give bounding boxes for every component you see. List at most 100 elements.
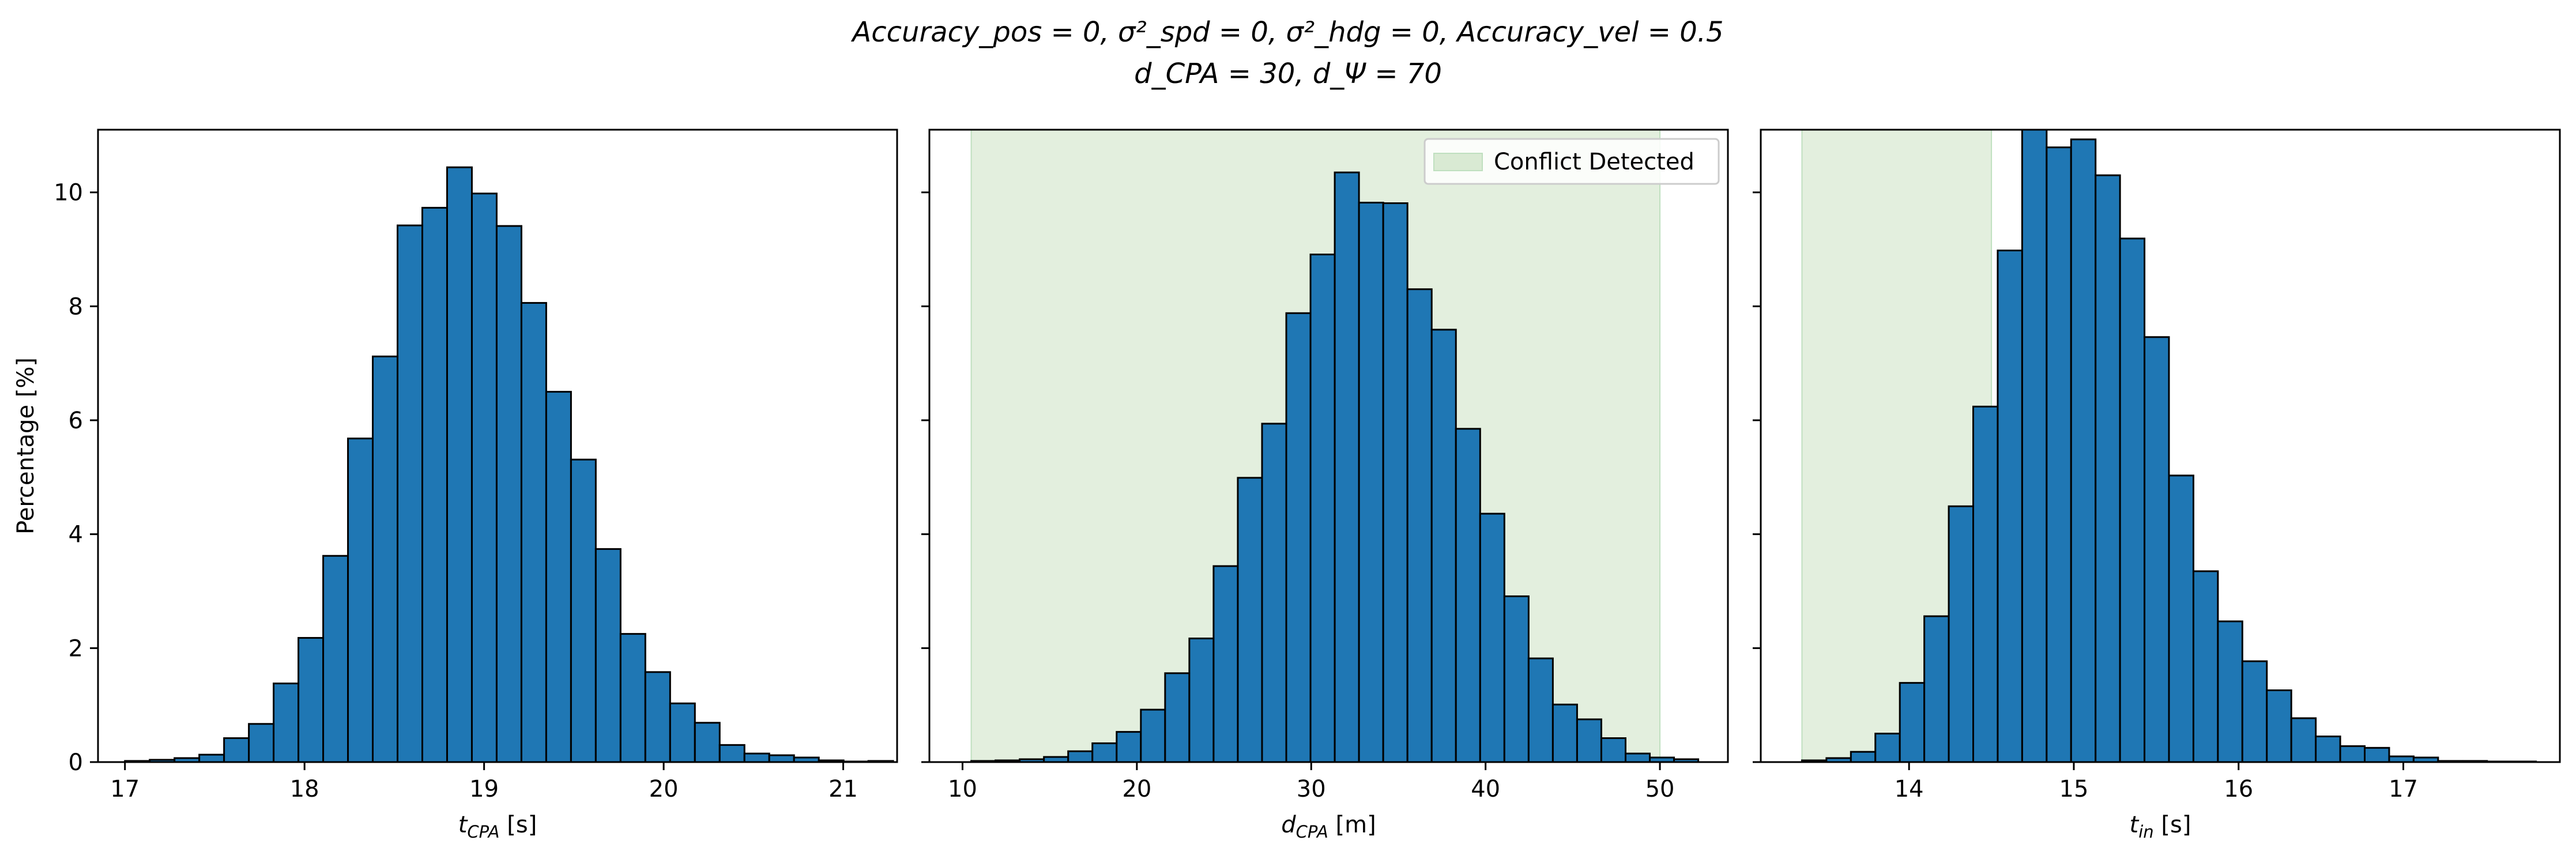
- panel-2-bar: [1455, 428, 1481, 762]
- panel-2-x-tick-label: 40: [1471, 776, 1500, 802]
- panel-2-frame: [928, 129, 1729, 763]
- panel-3-bar: [2364, 747, 2390, 762]
- panel-2-bar: [1309, 253, 1336, 762]
- panel-1-x-tick-label: 20: [649, 776, 679, 802]
- panel-3-x-tick-label: 14: [1895, 776, 1924, 802]
- panel-2-bar: [1237, 477, 1263, 762]
- panel-1-x-tick-label: 19: [469, 776, 499, 802]
- panel-3-bar: [2339, 745, 2366, 762]
- panel-2-x-tick-label: 50: [1645, 776, 1675, 802]
- panel-2-bar: [1406, 288, 1433, 762]
- panel-1-bar: [446, 166, 473, 762]
- figure-title-line2: d_CPA = 30, d_Ψ = 70: [1134, 58, 1442, 90]
- panel-2-x-tick-label: 10: [948, 776, 977, 802]
- panel-1-x-tick-label: 17: [110, 776, 140, 802]
- panel-2-bar: [1188, 638, 1215, 762]
- panel-1-bar: [718, 744, 745, 762]
- panel-1-bar: [520, 301, 547, 762]
- panel-3-bar: [2095, 174, 2121, 762]
- panel-1-y-tick-label: 8: [69, 293, 83, 320]
- legend-label: Conflict Detected: [1494, 149, 1694, 175]
- panel-3-x-tick-label: 15: [2059, 776, 2089, 802]
- panel-1-y-tick-label: 2: [69, 635, 83, 662]
- panel-2-bar: [1624, 752, 1651, 762]
- panel-3-bar: [2241, 660, 2268, 762]
- panel-2-bar: [1067, 750, 1094, 762]
- panel-2-bar: [1116, 731, 1142, 762]
- panel-3-bar: [2192, 570, 2219, 762]
- panel-3-bar: [2070, 138, 2097, 762]
- legend-box: [1423, 138, 1720, 185]
- figure-title-line1: Accuracy_pos = 0, σ²_spd = 0, σ²_hdg = 0…: [852, 16, 1724, 48]
- panel-1-bar: [198, 753, 225, 762]
- panel-2-x-axis-label: dCPA [m]: [1281, 812, 1376, 842]
- panel-1-bar: [545, 391, 572, 762]
- panel-2-bar: [1140, 708, 1166, 762]
- panel-2-bar: [1576, 718, 1602, 762]
- panel-2-bar: [1551, 703, 1578, 762]
- panel-3-bar: [1899, 682, 1926, 762]
- panel-1-x-axis-label: tCPA [s]: [458, 812, 537, 842]
- panel-3-frame: [1760, 129, 2561, 763]
- panel-1-bar: [495, 225, 522, 762]
- panel-2-bar: [1382, 202, 1408, 762]
- panel-3-bar: [2046, 146, 2072, 762]
- panel-1-bar: [619, 633, 646, 762]
- panel-3-bar: [1948, 505, 1975, 762]
- panel-1-bar: [397, 224, 423, 762]
- panel-2-bar: [1527, 657, 1554, 762]
- panel-3-bar: [1850, 751, 1877, 762]
- panel-1-y-tick-label: 6: [69, 408, 83, 434]
- panel-1-y-tick-label: 0: [69, 749, 83, 776]
- panel-2-bar: [1600, 737, 1626, 762]
- panel-2-bar: [1261, 423, 1287, 762]
- panel-1-bar: [372, 355, 399, 762]
- panel-3-bar: [2021, 130, 2048, 762]
- panel-3-bar: [1923, 615, 1950, 762]
- panel-2-x-tick-label: 20: [1122, 776, 1151, 802]
- panel-1-y-tick-label: 4: [69, 522, 83, 548]
- panel-1-bar: [223, 737, 250, 762]
- panel-3-bar: [1874, 733, 1901, 762]
- panel-1-bar: [297, 637, 325, 762]
- panel-1-bar: [470, 193, 498, 762]
- panel-1-x-tick-label: 18: [290, 776, 319, 802]
- panel-1-x-tick-label: 21: [828, 776, 858, 802]
- panel-1-bar: [743, 752, 770, 762]
- panel-3-bar: [2266, 689, 2292, 762]
- panel-2-bar: [1164, 672, 1191, 762]
- panel-1-frame: [97, 129, 898, 763]
- panel-3-bar: [2290, 717, 2317, 762]
- panel-1-bar: [421, 206, 448, 762]
- panel-3-bar: [1997, 250, 2023, 762]
- panel-2-bar: [1673, 758, 1700, 762]
- panel-3-x-axis-label: tin [s]: [2130, 812, 2191, 842]
- panel-1-bar: [347, 438, 374, 762]
- panel-1-bar: [694, 722, 721, 762]
- panel-1-bar: [644, 671, 671, 762]
- panel-2-bar: [1285, 312, 1312, 762]
- panel-3-bar: [2412, 756, 2439, 762]
- panel-2-bar: [1334, 171, 1360, 762]
- legend-swatch: [1433, 153, 1483, 171]
- panel-1-bar: [248, 723, 275, 762]
- panel-2-bar: [1358, 202, 1384, 762]
- panel-2-bar: [1212, 565, 1239, 762]
- panel-1-y-axis-label: Percentage [%]: [13, 357, 39, 534]
- panel-3-bar: [1972, 405, 1999, 762]
- panel-3-bar: [2315, 736, 2341, 762]
- panel-3-bar: [2217, 620, 2243, 762]
- panel-3-bar: [2144, 336, 2170, 762]
- panel-2-bar: [1479, 512, 1505, 762]
- panel-1-bar: [594, 548, 622, 762]
- panel-1-bar: [322, 555, 349, 762]
- panel-3-bar: [2168, 474, 2194, 762]
- panel-1-bar: [669, 702, 696, 762]
- panel-2-bar: [1091, 742, 1118, 762]
- panel-2-bar: [1503, 595, 1530, 762]
- panel-1-bar: [570, 458, 597, 762]
- panel-1-bar: [768, 754, 795, 762]
- panel-2-bar: [1430, 329, 1457, 762]
- panel-1-y-tick-label: 10: [54, 180, 83, 206]
